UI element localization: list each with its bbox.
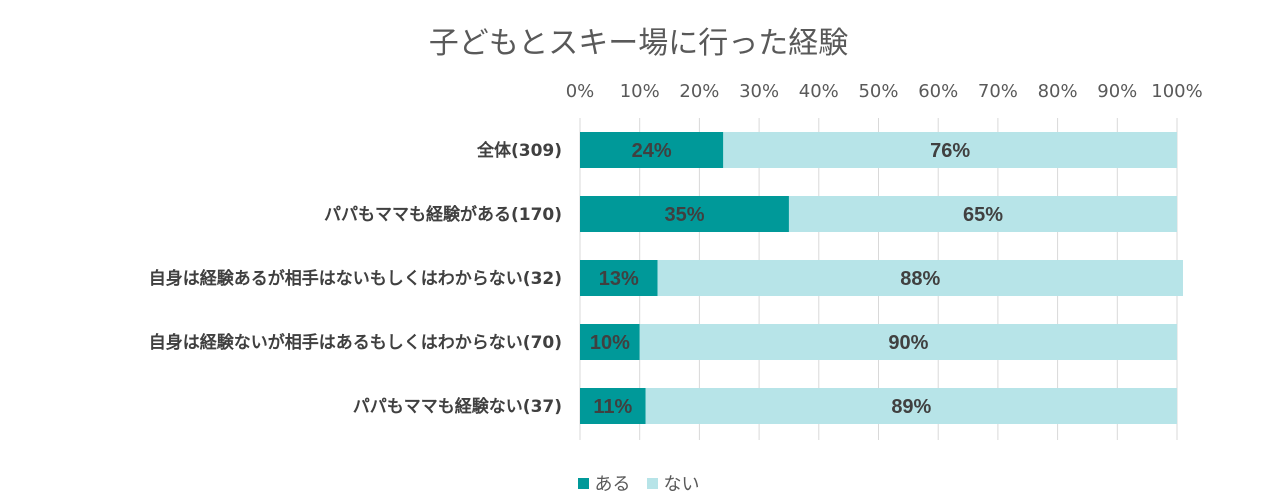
data-label: 24% xyxy=(632,140,672,162)
category-label: パパもママも経験ない(37) xyxy=(353,396,562,417)
x-tick-label: 100% xyxy=(1151,81,1202,102)
category-label: 自身は経験ないが相手はあるもしくはわからない(70) xyxy=(149,332,562,353)
x-tick-label: 40% xyxy=(799,81,839,102)
x-tick-label: 50% xyxy=(858,81,898,102)
x-tick-label: 90% xyxy=(1097,81,1137,102)
data-label: 88% xyxy=(900,268,940,290)
bar-segment xyxy=(723,132,1177,168)
legend-item: ある xyxy=(577,470,631,496)
legend-swatch xyxy=(646,478,658,489)
category-label: 全体(309) xyxy=(476,140,562,161)
bar-segment xyxy=(580,196,789,232)
bar-segment xyxy=(639,324,1177,360)
data-label: 65% xyxy=(963,204,1003,226)
data-label: 89% xyxy=(891,396,931,418)
bar-segment xyxy=(580,324,640,360)
data-label: 35% xyxy=(664,204,704,226)
bar-segment xyxy=(645,388,1177,424)
x-tick-label: 10% xyxy=(620,81,660,102)
data-label: 11% xyxy=(593,396,632,418)
legend-item: ない xyxy=(646,470,700,496)
x-tick-label: 70% xyxy=(978,81,1018,102)
data-label: 10% xyxy=(590,332,630,354)
x-tick-label: 80% xyxy=(1038,81,1078,102)
bar-segment xyxy=(580,260,658,296)
bar-segment xyxy=(657,260,1183,296)
bar-segment xyxy=(788,196,1177,232)
legend: ある ない xyxy=(0,470,1277,496)
bar-segment xyxy=(580,132,724,168)
x-tick-label: 20% xyxy=(679,81,719,102)
x-tick-label: 0% xyxy=(566,81,595,102)
data-label: 76% xyxy=(930,140,970,162)
category-label: パパもママも経験がある(170) xyxy=(324,204,562,225)
legend-label: ない xyxy=(663,474,700,495)
legend-swatch xyxy=(577,478,589,489)
data-label: 13% xyxy=(599,268,639,290)
bar-segment xyxy=(580,388,646,424)
x-tick-label: 30% xyxy=(739,81,779,102)
legend-label: ある xyxy=(594,474,631,495)
x-tick-label: 60% xyxy=(918,81,958,102)
chart-title: 子どもとスキー場に行った経験 xyxy=(428,26,849,61)
category-label: 自身は経験あるが相手はないもしくはわからない(32) xyxy=(149,268,562,289)
data-label: 90% xyxy=(888,332,928,354)
